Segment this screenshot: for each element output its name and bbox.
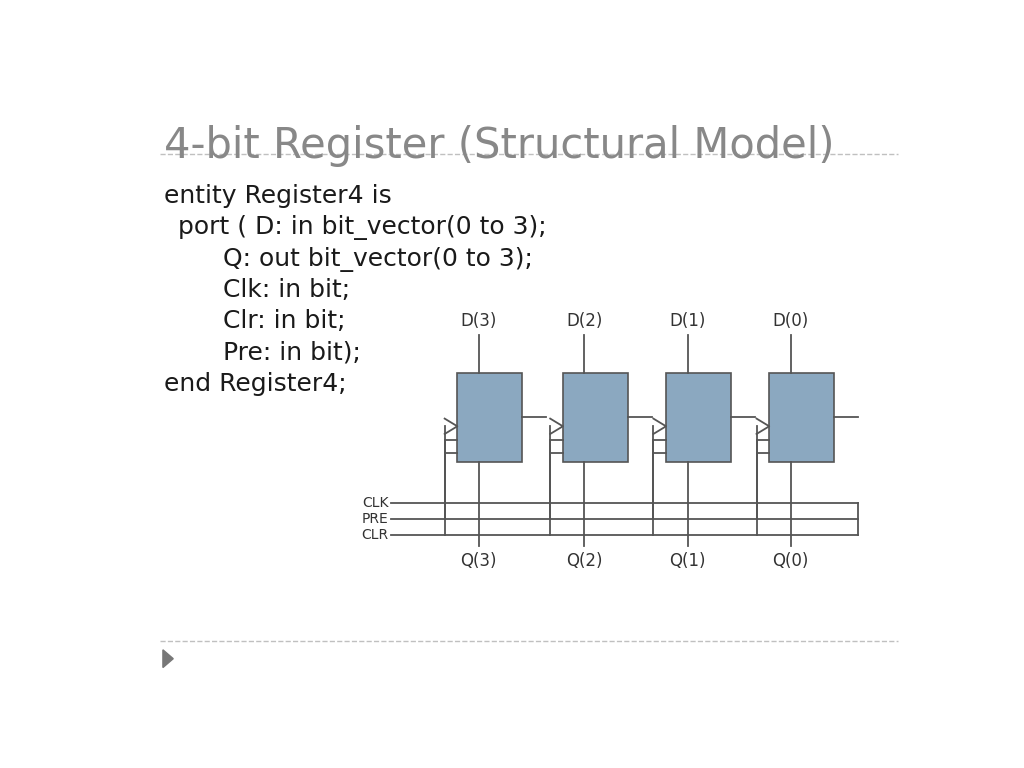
Text: D(3): D(3): [461, 312, 497, 330]
Text: Clk: in bit;: Clk: in bit;: [223, 278, 350, 302]
Text: Pre: in bit);: Pre: in bit);: [223, 340, 361, 365]
Text: Q(1): Q(1): [670, 551, 706, 570]
Bar: [666, 373, 731, 462]
Text: PRE: PRE: [361, 512, 388, 526]
Text: Clr: in bit;: Clr: in bit;: [223, 310, 346, 333]
Text: Q: out bit_vector(0 to 3);: Q: out bit_vector(0 to 3);: [223, 247, 534, 272]
Text: 4-bit Register (Structural Model): 4-bit Register (Structural Model): [164, 124, 835, 167]
Text: CLK: CLK: [361, 496, 388, 510]
Text: D(0): D(0): [772, 312, 809, 330]
Text: D(2): D(2): [566, 312, 602, 330]
Polygon shape: [163, 650, 173, 667]
Text: Q(2): Q(2): [566, 551, 602, 570]
Text: D(1): D(1): [670, 312, 706, 330]
Bar: [769, 373, 835, 462]
Text: Q(0): Q(0): [772, 551, 809, 570]
Text: entity Register4 is: entity Register4 is: [164, 184, 391, 208]
Bar: [563, 373, 628, 462]
Text: CLR: CLR: [361, 528, 388, 542]
Bar: [458, 373, 522, 462]
Text: end Register4;: end Register4;: [164, 372, 346, 396]
Text: Q(3): Q(3): [461, 551, 497, 570]
Text: port ( D: in bit_vector(0 to 3);: port ( D: in bit_vector(0 to 3);: [178, 215, 547, 240]
